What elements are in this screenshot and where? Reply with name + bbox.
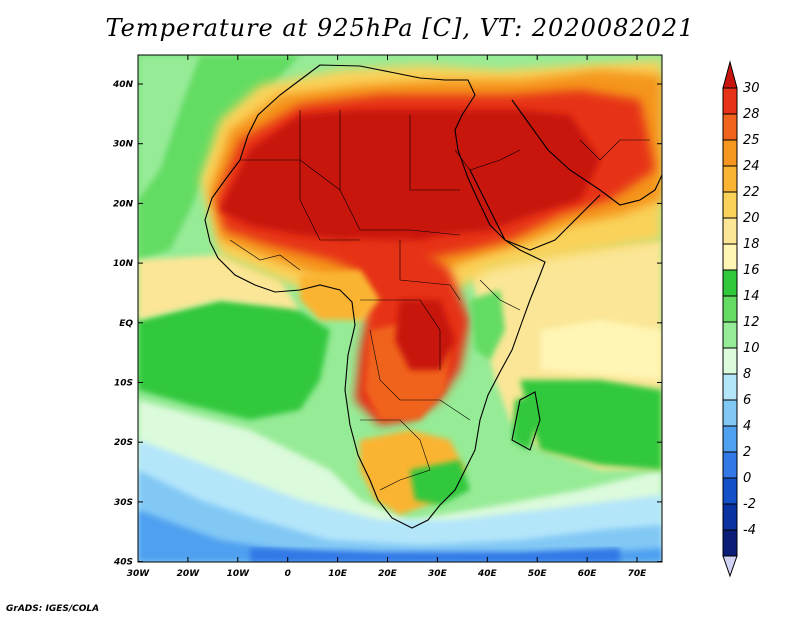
temperature-field <box>138 55 662 562</box>
colorbar-swatch <box>722 399 738 427</box>
colorbar-label: 18 <box>743 237 760 252</box>
map-title: Temperature at 925hPa [C], VT: 202008202… <box>105 14 695 42</box>
lat-tick-label: 20S <box>114 438 133 448</box>
colorbar-label: 10 <box>743 341 760 356</box>
country-borders <box>229 110 650 491</box>
lon-tick-label: 70E <box>628 569 648 579</box>
map-frame <box>137 54 663 563</box>
colorbar-swatch <box>722 425 738 453</box>
lon-tick-label: 20W <box>177 569 201 579</box>
lat-tick-label: 10S <box>114 379 133 389</box>
lat-tick-label: EQ <box>119 319 133 329</box>
colorbar-swatch <box>722 269 738 297</box>
colorbar-swatch <box>722 113 738 141</box>
colorbar-swatch <box>722 217 738 245</box>
lon-tick-label: 10W <box>227 569 251 579</box>
colorbar-label: 25 <box>743 133 760 148</box>
colorbar-swatch <box>722 243 738 271</box>
colorbar-swatch <box>722 373 738 401</box>
colorbar-label: 0 <box>743 471 751 486</box>
colorbar-bottom-arrow <box>722 555 738 578</box>
colorbar-label: 12 <box>743 315 760 330</box>
lon-tick-label: 40E <box>477 569 498 579</box>
lon-tick-label: 20E <box>378 569 398 579</box>
colorbar-swatch <box>722 451 738 479</box>
colorbar-label: -4 <box>743 523 756 538</box>
lon-tick-label: 50E <box>528 569 548 579</box>
colorbar-swatch <box>722 503 738 531</box>
colorbar-label: 14 <box>743 289 760 304</box>
colorbar-swatch <box>722 139 738 167</box>
colorbar-swatch <box>722 165 738 193</box>
colorbar-swatch <box>722 347 738 375</box>
longitude-axis: 30W 20W 10W 0 10E 20E 30E 40E 50E 60E 70E <box>127 55 647 579</box>
colorbar-label: 24 <box>743 159 760 174</box>
colorbar-label: 20 <box>743 211 760 226</box>
colorbar-swatch <box>722 295 738 323</box>
colorbar-label: 22 <box>743 185 760 200</box>
lat-tick-label: 40N <box>112 80 134 90</box>
lon-tick-label: 30E <box>428 569 448 579</box>
latitude-axis: 40N 30N 20N 10N EQ 10S 20S 30S 40S <box>112 80 662 568</box>
lon-tick-label: 60E <box>578 569 598 579</box>
colorbar-label: 16 <box>743 263 760 278</box>
lon-tick-label: 10E <box>328 569 348 579</box>
lon-tick-label: 30W <box>127 569 151 579</box>
colorbar-swatch <box>722 529 738 557</box>
colorbar-label: 30 <box>743 81 760 96</box>
colorbar-label: 2 <box>743 445 751 460</box>
colorbar-swatch <box>722 87 738 115</box>
lat-tick-label: 10N <box>113 259 134 269</box>
coastlines <box>204 64 662 529</box>
colorbar-swatch <box>722 321 738 349</box>
lat-tick-label: 30N <box>113 140 134 150</box>
colorbar-label: 4 <box>743 419 751 434</box>
lat-tick-label: 30S <box>114 498 133 508</box>
colorbar-label: 6 <box>743 393 751 408</box>
colorbar-label: 28 <box>743 107 760 122</box>
colorbar-label: 8 <box>743 367 751 382</box>
colorbar-swatch <box>722 191 738 219</box>
colorbar-top-arrow <box>722 60 738 89</box>
lat-tick-label: 40S <box>113 558 133 568</box>
colorbar-swatch <box>722 477 738 505</box>
lat-tick-label: 20N <box>113 199 134 209</box>
grads-credit: GrADS: IGES/COLA <box>6 604 100 614</box>
lon-tick-label: 0 <box>285 569 291 579</box>
colorbar-label: -2 <box>743 497 756 512</box>
